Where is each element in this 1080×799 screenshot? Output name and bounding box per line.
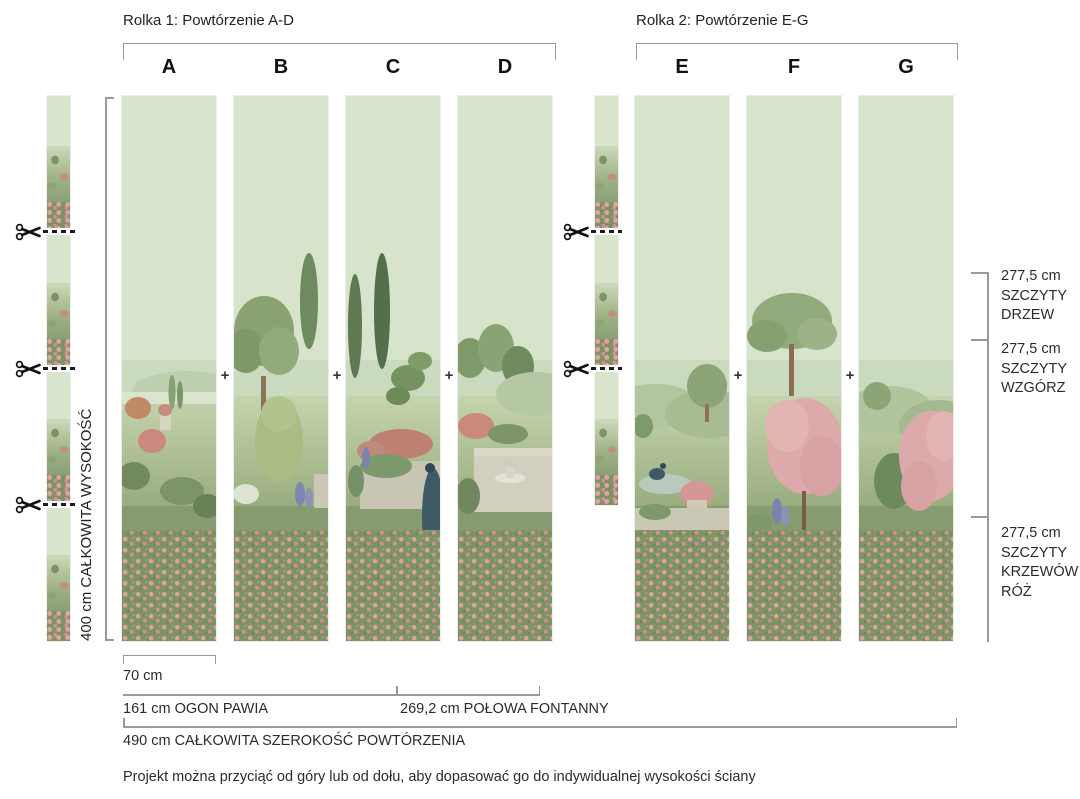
panel-d xyxy=(457,95,553,642)
strip-segment xyxy=(47,369,70,505)
width-label-70cm: 70 cm xyxy=(123,668,163,684)
scissors-icon xyxy=(15,360,42,378)
right-bracket-line xyxy=(987,272,989,642)
strip-segment xyxy=(595,96,618,232)
scissors-icon xyxy=(15,223,42,241)
height-bracket-tick-top xyxy=(105,97,114,99)
marker-label-rosebush-tops: 277,5 cm SZCZYTY KRZEWÓW RÓŻ xyxy=(1001,525,1079,600)
roll2-bracket xyxy=(636,43,958,60)
strip-segment xyxy=(595,232,618,369)
width-tick-490-right xyxy=(955,718,957,727)
right-bracket-tick-hills xyxy=(971,339,987,341)
roll2-label: Rolka 2: Powtórzenie E-G xyxy=(636,12,809,29)
roll-strip-left xyxy=(46,95,71,642)
width-label-peacock-tail: 161 cm OGON PAWIA xyxy=(123,701,269,717)
seam-plus-cd: + xyxy=(444,367,454,384)
panel-letter-g: G xyxy=(898,56,914,78)
mural-art-d xyxy=(458,96,552,641)
roll1-bracket xyxy=(123,43,556,60)
width-bracket-70cm xyxy=(123,655,216,664)
roll-strip-middle xyxy=(594,95,619,506)
panel-letter-f: F xyxy=(787,56,801,78)
scissors-icon xyxy=(15,496,42,514)
scissors-icon xyxy=(563,223,590,241)
strip-segment xyxy=(47,96,70,232)
panel-a xyxy=(121,95,217,642)
panel-c xyxy=(345,95,441,642)
strip-segment xyxy=(595,369,618,505)
right-bracket-tick-roses xyxy=(971,516,987,518)
cut-line xyxy=(43,365,75,372)
panel-letter-a: A xyxy=(161,56,177,78)
panel-f xyxy=(746,95,842,642)
strip-segment xyxy=(47,505,70,641)
width-line-161-269 xyxy=(123,694,540,696)
mural-art-f xyxy=(747,96,841,641)
panel-b xyxy=(233,95,329,642)
strip-segment xyxy=(47,232,70,369)
scissors-icon xyxy=(563,360,590,378)
seam-plus-ab: + xyxy=(220,367,230,384)
mural-art-b xyxy=(234,96,328,641)
mural-art-e xyxy=(635,96,729,641)
width-tick-269 xyxy=(538,686,540,695)
height-bracket-line xyxy=(105,97,107,641)
panel-e xyxy=(634,95,730,642)
width-tick-490-left xyxy=(123,718,125,727)
right-bracket-tick-trees xyxy=(971,272,987,274)
roll1-label: Rolka 1: Powtórzenie A-D xyxy=(123,12,294,29)
width-label-total-repeat: 490 cm CAŁKOWITA SZEROKOŚĆ POWTÓRZENIA xyxy=(123,733,466,749)
mural-art-g xyxy=(859,96,953,641)
width-line-490 xyxy=(123,726,957,728)
seam-plus-fg: + xyxy=(845,367,855,384)
panel-g xyxy=(858,95,954,642)
mural-art-a xyxy=(122,96,216,641)
panel-letter-c: C xyxy=(385,56,401,78)
seam-plus-ef: + xyxy=(733,367,743,384)
cut-line xyxy=(591,228,622,235)
panel-letter-b: B xyxy=(273,56,289,78)
cut-line xyxy=(43,228,75,235)
panel-letter-d: D xyxy=(497,56,513,78)
width-label-half-fountain: 269,2 cm POŁOWA FONTANNY xyxy=(400,701,609,717)
cut-line xyxy=(43,501,75,508)
trim-note: Projekt można przyciąć od góry lub od do… xyxy=(123,769,756,785)
total-height-label: 400 cm CAŁKOWITA WYSOKOŚĆ xyxy=(78,408,95,641)
panel-letter-e: E xyxy=(675,56,689,78)
marker-label-hill-tops: 277,5 cm SZCZYTY WZGÓRZ xyxy=(1001,341,1067,396)
seam-plus-bc: + xyxy=(332,367,342,384)
height-bracket-tick-bottom xyxy=(105,639,114,641)
width-tick-161 xyxy=(396,686,398,695)
mural-art-c xyxy=(346,96,440,641)
marker-label-tree-tops: 277,5 cm SZCZYTY DRZEW xyxy=(1001,268,1067,323)
cut-line xyxy=(591,365,622,372)
